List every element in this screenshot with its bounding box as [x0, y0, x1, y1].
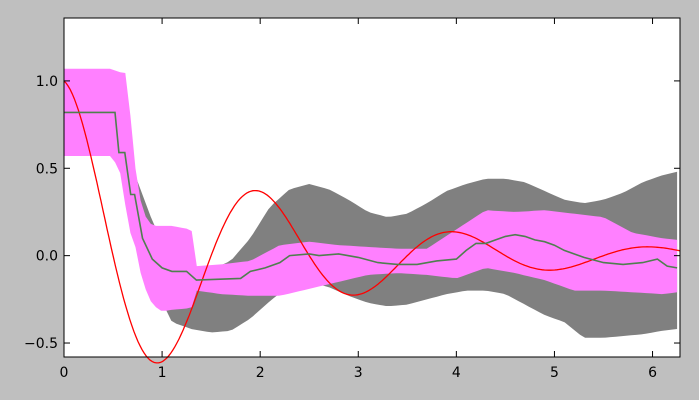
series-lines — [63, 80, 681, 364]
x-tick-label: 5 — [550, 365, 559, 381]
x-tick-label: 1 — [158, 365, 167, 381]
y-tick-label: 0.0 — [36, 249, 58, 265]
x-tick-label: 2 — [256, 365, 265, 381]
y-axis-ticks: 1.0 0.5 0.0 −0.5 — [24, 74, 680, 352]
x-axis-ticks: 0 1 2 3 4 5 6 — [60, 18, 657, 381]
true-function-line — [63, 80, 681, 364]
x-tick-label: 4 — [452, 365, 461, 381]
x-tick-label: 3 — [354, 365, 363, 381]
mean-step-line — [64, 111, 678, 281]
band-1 — [64, 68, 678, 311]
x-tick-label: 6 — [648, 365, 657, 381]
x-tick-label: 0 — [60, 365, 69, 381]
y-tick-label: −0.5 — [24, 336, 58, 352]
confidence-bands — [64, 68, 678, 338]
plot-frame — [63, 17, 681, 358]
y-tick-label: 1.0 — [36, 74, 58, 90]
y-tick-label: 0.5 — [36, 161, 58, 177]
